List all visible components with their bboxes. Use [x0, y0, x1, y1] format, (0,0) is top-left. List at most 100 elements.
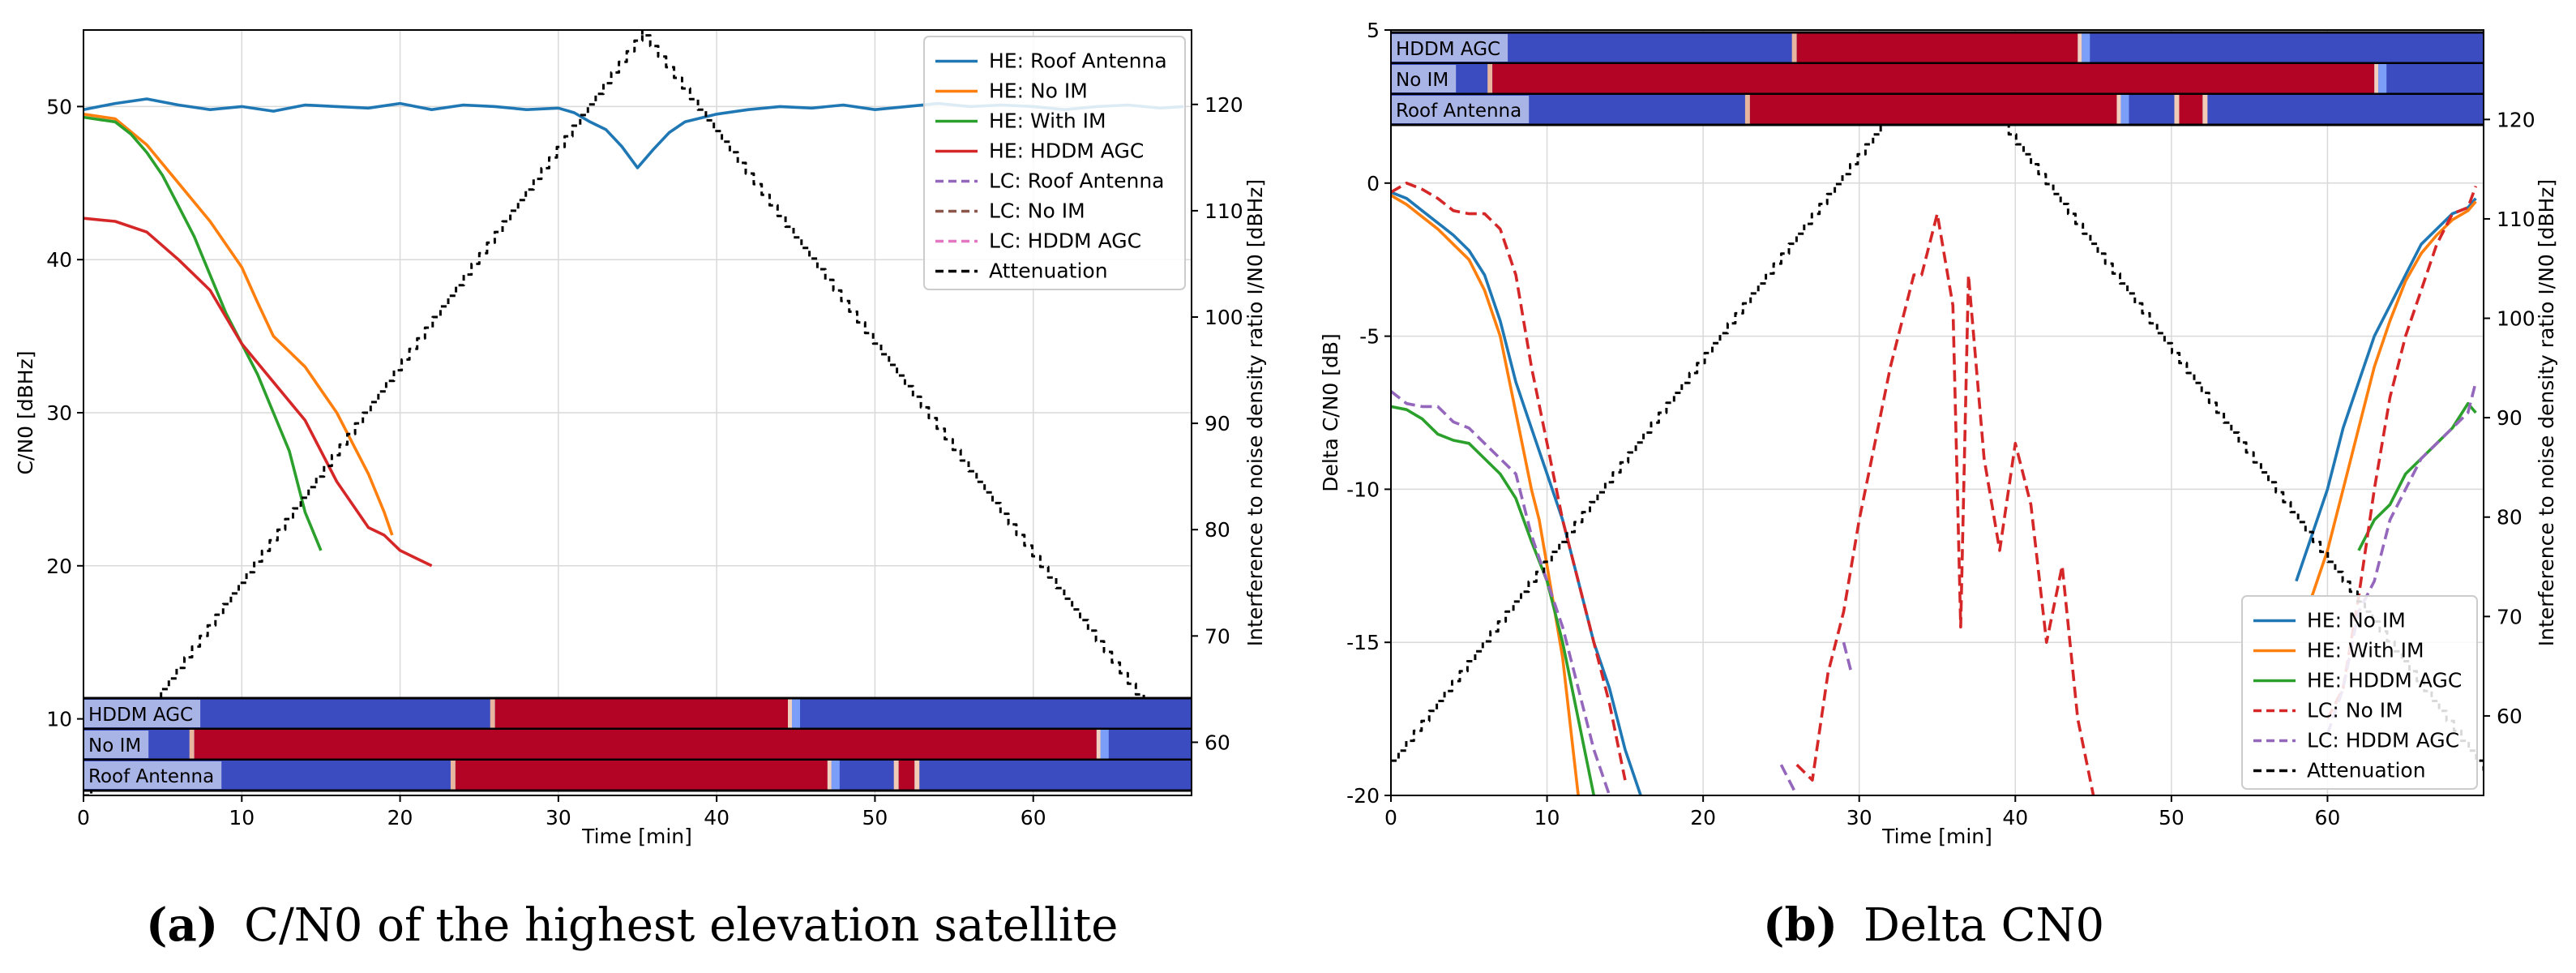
- plot-frame-b: [1390, 29, 2484, 796]
- state-row-label-bg: [84, 700, 201, 727]
- state-transition: [792, 699, 801, 728]
- state-transition: [2174, 95, 2180, 124]
- state-row-label: HDDM AGC: [88, 705, 193, 726]
- legend-entry: LC: HDDM AGC: [2307, 729, 2459, 752]
- state-transition: [2077, 33, 2082, 62]
- y2-tick-label: 60: [2497, 705, 2523, 728]
- y-tick-label: 20: [46, 555, 72, 578]
- state-transition: [490, 699, 495, 728]
- x-tick-label: 60: [2315, 806, 2341, 829]
- legend-entry: HE: No IM: [2307, 609, 2406, 632]
- state-row-label: No IM: [88, 735, 141, 757]
- legend-entry: HE: HDDM AGC: [2307, 669, 2462, 692]
- legend-entry: LC: Roof Antenna: [989, 169, 1164, 193]
- svg-text:(b) Delta CN0: (b) Delta CN0: [1763, 898, 2104, 952]
- state-red-segment: [494, 699, 789, 728]
- x-tick-label: 60: [1021, 806, 1046, 829]
- state-row-label-bg: [1392, 96, 1530, 123]
- caption-b-text: Delta CN0: [1864, 899, 2104, 952]
- x-tick-label: 20: [1690, 806, 1716, 829]
- series-line-attenuation: [1391, 43, 2484, 771]
- legend-entry: LC: No IM: [2307, 699, 2403, 722]
- ticks-b: 0 10 20 30 40 50 60 -20 -15 -10 -5 0 5 60 70 80 90 100 110…: [1346, 19, 2535, 829]
- y2-tick-label: 110: [1205, 199, 1243, 223]
- state-transition: [788, 699, 793, 728]
- x-tick-label: 0: [77, 806, 90, 829]
- x-tick-label: 30: [1846, 806, 1872, 829]
- y2-tick-label: 80: [1205, 518, 1230, 542]
- x-tick-label: 20: [387, 806, 413, 829]
- y2-tick-label: 100: [1205, 306, 1243, 329]
- y-tick-label: 30: [46, 401, 72, 425]
- caption-a-text: C/N0 of the highest elevation satellite: [244, 899, 1118, 952]
- caption-a-label: (a): [146, 898, 218, 952]
- state-bar-a: HDDM AGC No IM Roof Antenna: [83, 697, 1192, 792]
- y2-tick-label: 120: [1205, 93, 1243, 117]
- legend-a: HE: Roof Antenna HE: No IM HE: With IM HE: …: [923, 36, 1186, 290]
- legend-entry: LC: No IM: [989, 199, 1085, 223]
- legend-box: [2241, 595, 2478, 790]
- x-tick-label: 10: [1534, 806, 1560, 829]
- series-line-he-with-im: [1391, 194, 2477, 795]
- state-transition: [1100, 730, 1109, 759]
- legend-entry: HE: Roof Antenna: [989, 49, 1167, 73]
- y-axis-label-a: C/N0 [dBHz]: [14, 351, 37, 475]
- x-axis-label-a: Time [min]: [581, 825, 692, 848]
- legend-entry: HE: HDDM AGC: [989, 139, 1144, 163]
- state-transition: [189, 730, 195, 759]
- legend-box: [923, 36, 1186, 290]
- y-tick-label: -15: [1346, 631, 1380, 654]
- legend-entry: Attenuation: [2307, 759, 2426, 782]
- x-tick-label: 0: [1384, 806, 1397, 829]
- series-line-lc-hddm-agc: [1391, 381, 2478, 795]
- x-tick-label: 40: [704, 806, 730, 829]
- state-red-segment: [1796, 33, 2078, 62]
- state-transition: [2374, 64, 2379, 93]
- y2-tick-label: 90: [1205, 412, 1230, 435]
- series-group-b: [1391, 43, 2484, 795]
- y2-tick-label: 100: [2497, 307, 2535, 331]
- state-red-segment: [455, 761, 828, 790]
- legend-entry: HE: No IM: [989, 79, 1088, 103]
- legend-entry: Attenuation: [989, 259, 1108, 283]
- y2-tick-label: 80: [2497, 506, 2523, 529]
- state-transition: [893, 761, 899, 790]
- state-row-label: No IM: [1396, 70, 1448, 91]
- y2-tick-label: 70: [2497, 605, 2523, 628]
- state-transition: [827, 761, 832, 790]
- y-tick-label: -5: [1359, 325, 1380, 349]
- x-tick-label: 50: [2159, 806, 2184, 829]
- ticks-a: 0 10 20 30 40 50 60 10 20 30 40 50 60 70 80 90 100 110 120: [46, 93, 1243, 829]
- x-axis-label-b: Time [min]: [1881, 825, 1992, 848]
- y2-axis-label-b: Interference to noise density ratio I/N0…: [2535, 179, 2558, 646]
- state-row-label-bg: [84, 731, 149, 758]
- state-row-label: Roof Antenna: [88, 766, 214, 787]
- legend-entry: HE: With IM: [989, 109, 1106, 133]
- y-tick-label: 10: [46, 708, 72, 731]
- series-line-attenuation: [83, 30, 1192, 795]
- state-transition: [2120, 95, 2129, 124]
- y2-tick-label: 120: [2497, 108, 2535, 131]
- state-transition: [1791, 33, 1797, 62]
- state-transition: [831, 761, 840, 790]
- series-line-he-hddm-agc: [83, 216, 433, 568]
- x-tick-label: 30: [546, 806, 571, 829]
- state-transition: [1096, 730, 1101, 759]
- x-tick-label: 50: [862, 806, 888, 829]
- state-row-label-bg: [1392, 65, 1457, 92]
- state-transition: [1487, 64, 1493, 93]
- y-axis-label-b: Delta C/N0 [dB]: [1319, 333, 1342, 492]
- series-line-he-no-im: [83, 113, 394, 536]
- state-transition: [1744, 95, 1750, 124]
- y2-tick-label: 60: [1205, 731, 1230, 754]
- caption-b-label: (b): [1763, 898, 1838, 952]
- state-transition: [2378, 64, 2387, 93]
- state-red-segment: [194, 730, 1097, 759]
- series-line-he-with-im: [83, 115, 323, 551]
- caption-b: (b) Delta CN0: [1763, 898, 2104, 952]
- state-transition: [450, 761, 456, 790]
- y-tick-label: -20: [1346, 784, 1380, 808]
- legend-b: HE: No IM HE: With IM HE: HDDM AGC LC: No I…: [2241, 595, 2478, 790]
